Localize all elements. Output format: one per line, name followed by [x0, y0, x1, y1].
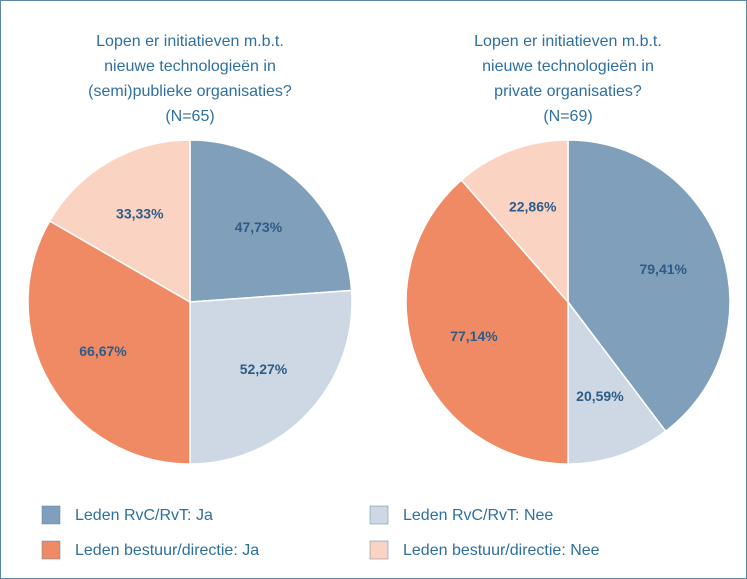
chart-title: Lopen er initiatieven m.b.t. — [96, 33, 284, 50]
pie-slice — [189, 139, 353, 303]
pie-slice — [189, 289, 353, 465]
chart-title: nieuwe technologieën in — [482, 58, 654, 75]
legend-swatch — [369, 540, 389, 560]
value-label: 20,59% — [576, 388, 624, 404]
legend-label: Leden bestuur/directie: Nee — [403, 542, 600, 559]
value-label: 66,67% — [79, 343, 127, 359]
value-label: 52,27% — [240, 361, 288, 377]
chart-title: (N=69) — [543, 108, 592, 125]
chart-title: Lopen er initiatieven m.b.t. — [474, 33, 662, 50]
value-label: 47,73% — [235, 219, 283, 235]
value-label: 33,33% — [116, 206, 164, 222]
value-label: 22,86% — [509, 199, 557, 215]
chart-title: (N=65) — [165, 108, 214, 125]
pie-slice — [460, 139, 569, 304]
pie-slice — [567, 139, 731, 433]
chart-title: nieuwe technologieën in — [104, 58, 276, 75]
legend-swatch — [41, 505, 61, 525]
pie-slice — [27, 219, 191, 465]
legend-label: Leden bestuur/directie: Ja — [75, 542, 259, 559]
pie-slice — [405, 178, 569, 465]
pie-slice — [48, 139, 191, 304]
legend-label: Leden RvC/RvT: Nee — [403, 507, 553, 524]
pie-slice — [567, 299, 667, 465]
legend-swatch — [369, 505, 389, 525]
value-label: 77,14% — [450, 328, 498, 344]
value-label: 79,41% — [639, 261, 687, 277]
legend-swatch — [41, 540, 61, 560]
legend-label: Leden RvC/RvT: Ja — [75, 507, 213, 524]
chart-title: (semi)publieke organisaties? — [88, 83, 292, 100]
chart-title: private organisaties? — [494, 83, 642, 100]
